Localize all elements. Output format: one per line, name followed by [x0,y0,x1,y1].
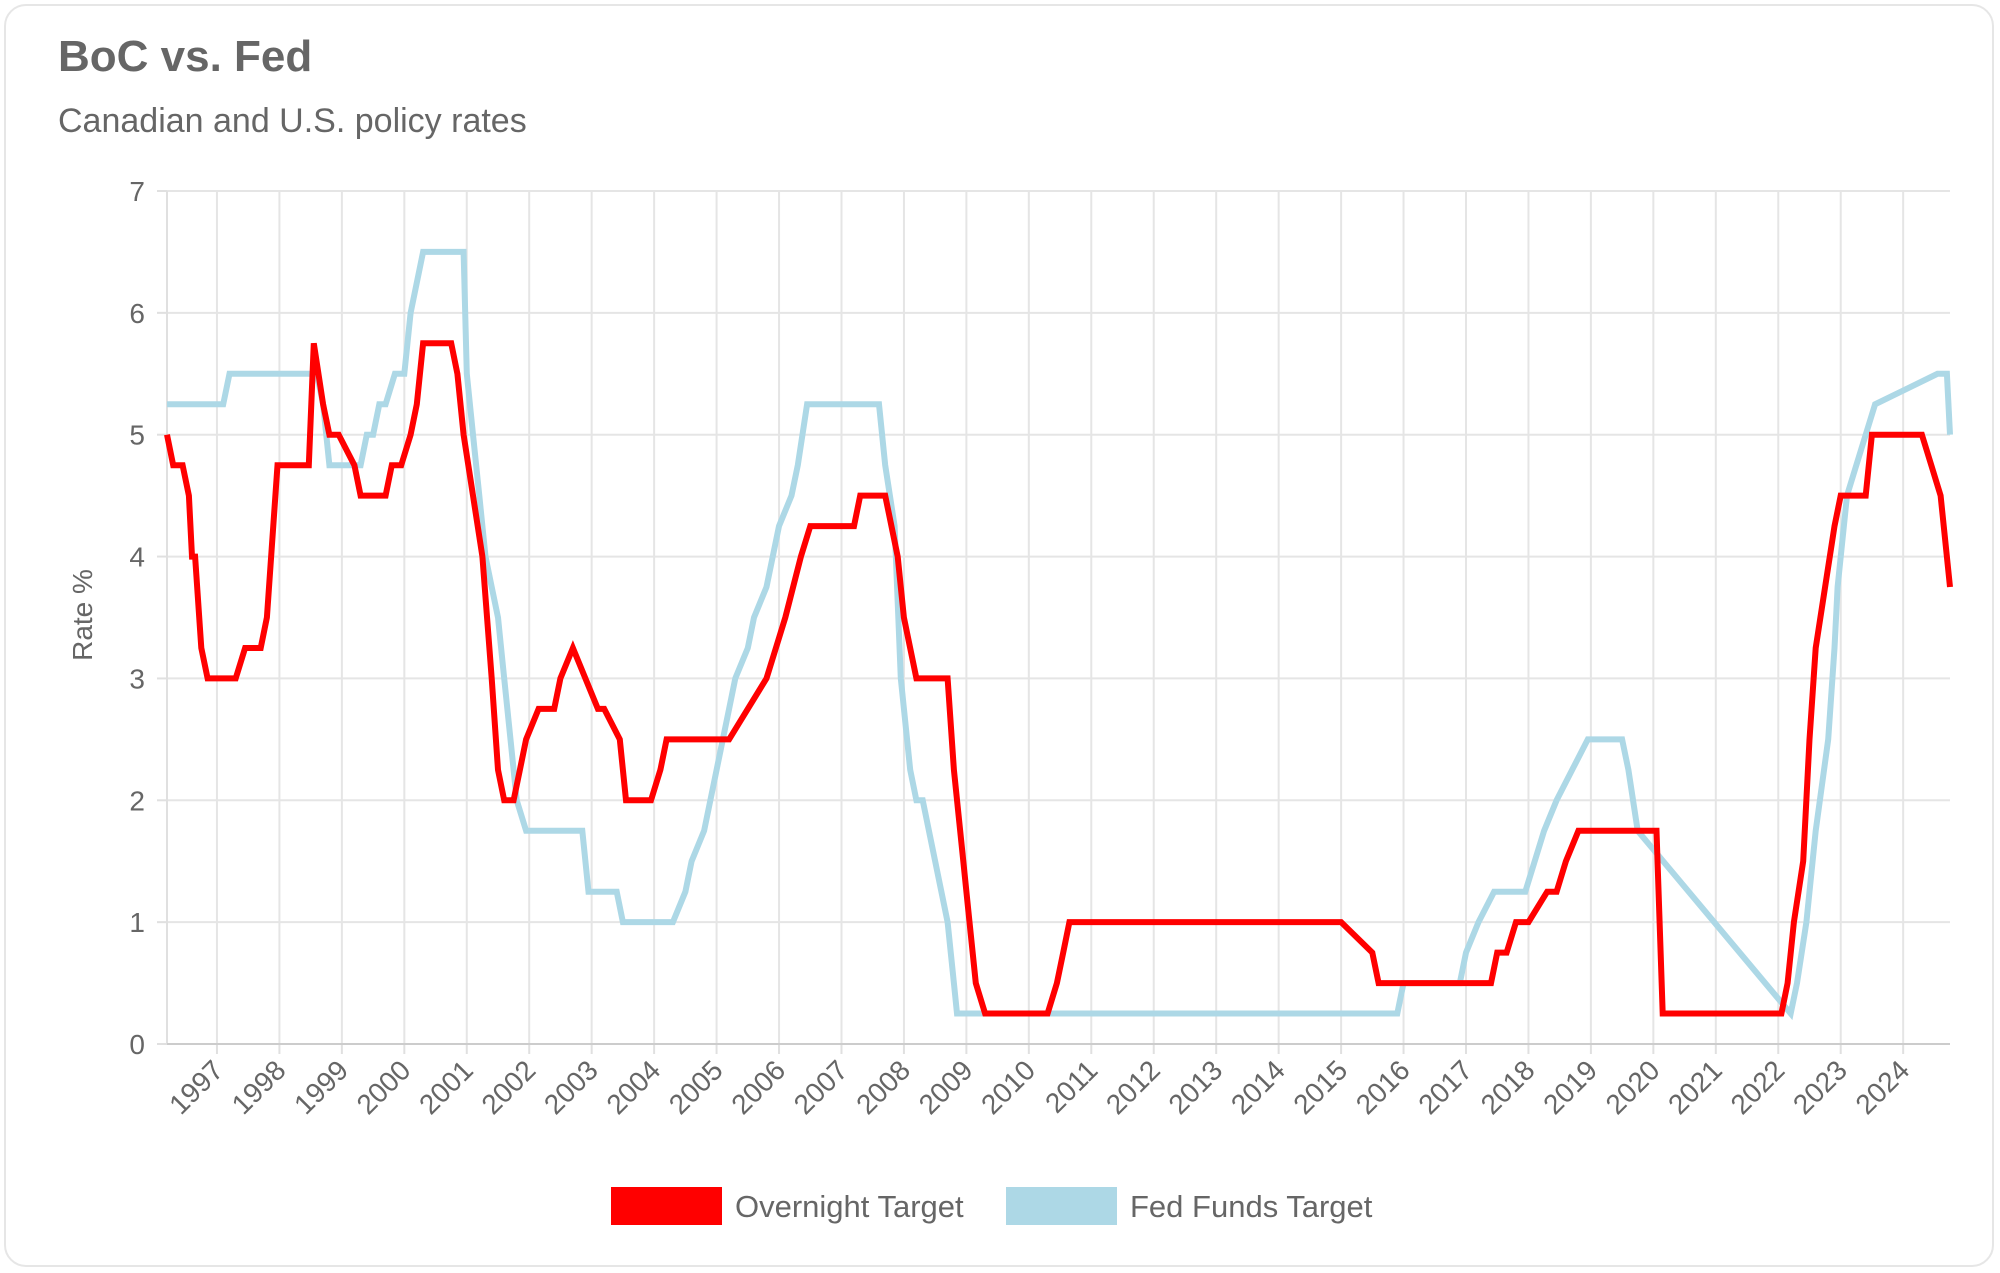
x-tick-label: 2012 [1100,1054,1166,1120]
legend-label: Fed Funds Target [1130,1189,1373,1224]
x-tick-label: 2002 [475,1054,541,1120]
legend-label: Overnight Target [735,1189,964,1224]
x-tick-label: 2014 [1225,1054,1291,1120]
series-line-overnight-target [164,340,1953,1017]
x-tick-label: 2003 [538,1054,604,1120]
x-tick-label: 2011 [1039,1054,1104,1119]
grid-lines [167,190,1950,1045]
x-tick-label: 2005 [663,1054,729,1120]
y-axis-title: Rate % [67,569,98,661]
x-tick-label: 1998 [226,1054,292,1120]
y-tick-label: 7 [129,176,145,207]
y-tick-label: 5 [129,420,145,451]
x-tick-label: 2019 [1537,1054,1603,1120]
tick-labels: 0 1 2 3 4 5 6 7 19971998199920002001200220032004… [129,176,1915,1120]
x-tick-label: 2015 [1287,1054,1353,1120]
chart-title: BoC vs. Fed [58,32,313,81]
legend-item-fed-funds-target[interactable]: Fed Funds Target [1006,1187,1373,1225]
series-line-fed-funds-target [167,248,1953,1021]
x-tick-label: 2010 [975,1054,1041,1120]
legend-item-overnight-target[interactable]: Overnight Target [611,1187,964,1225]
x-tick-label: 2017 [1412,1054,1478,1120]
y-tick-label: 6 [129,298,145,329]
x-tick-label: 2006 [725,1054,791,1120]
data-series [164,248,1953,1021]
x-tick-label: 2004 [600,1054,666,1120]
y-tick-label: 4 [129,542,145,573]
legend: Overnight Target Fed Funds Target [611,1187,1373,1225]
chart-card: BoC vs. Fed Canadian and U.S. policy rat… [4,4,1994,1267]
x-tick-label: 2021 [1662,1054,1728,1120]
y-tick-label: 0 [129,1029,145,1060]
y-tick-label: 1 [129,907,145,938]
x-tick-label: 2008 [850,1054,916,1120]
x-tick-label: 2007 [788,1054,854,1120]
chart-subtitle: Canadian and U.S. policy rates [58,102,527,140]
x-tick-label: 2001 [413,1054,479,1120]
x-tick-label: 2023 [1787,1054,1853,1120]
legend-swatch [1006,1187,1117,1225]
x-tick-label: 2016 [1350,1054,1416,1120]
y-tick-label: 3 [129,663,145,694]
x-tick-label: 2000 [351,1054,417,1120]
x-tick-label: 2013 [1162,1054,1228,1120]
y-tick-label: 2 [129,785,145,816]
x-tick-label: 2018 [1475,1054,1541,1120]
x-tick-label: 2020 [1600,1054,1666,1120]
x-tick-label: 2024 [1849,1054,1915,1120]
x-tick-label: 2022 [1725,1054,1791,1120]
x-tick-label: 1997 [163,1054,229,1120]
x-tick-label: 1999 [288,1054,354,1120]
axes [157,190,1950,1054]
x-tick-label: 2009 [913,1054,979,1120]
legend-swatch [611,1187,722,1225]
